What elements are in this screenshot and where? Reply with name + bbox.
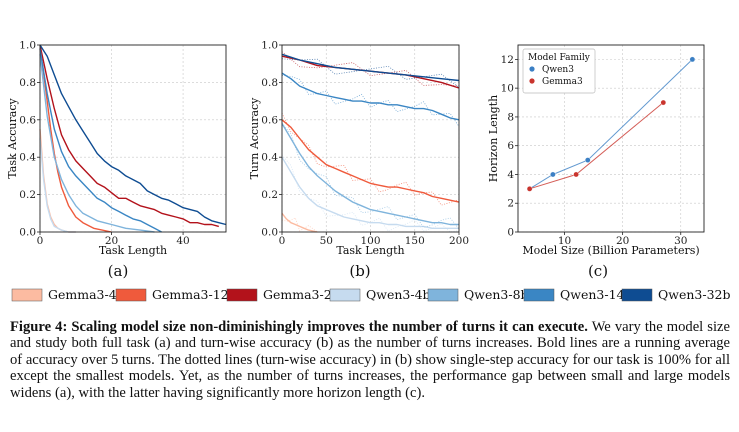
y-axis-label: Horizon Length (487, 95, 500, 182)
x-tick-label: 0 (37, 235, 44, 247)
series-line-Gemma3-12b (39, 48, 112, 233)
series-line-Qwen3-8b (39, 54, 155, 233)
legend-label-Gemma3-4b: Gemma3-4b (48, 287, 125, 302)
x-axis-label: Model Size (Billion Parameters) (522, 244, 699, 257)
x-tick-label: 20 (105, 235, 118, 247)
model-legend: Gemma3-4b Gemma3-12b Gemma3-27b Qwen3-4b Qwe… (11, 287, 730, 302)
y-tick-label: 12 (501, 54, 514, 66)
x-tick-label: 20 (616, 235, 629, 247)
x-tick-label: 150 (405, 235, 425, 247)
y-tick-label: 4 (507, 169, 514, 181)
legend-swatch-Qwen3-4b (329, 288, 361, 302)
legend-label-Qwen3-14b: Qwen3-14b (560, 287, 632, 302)
legend-swatch-Gemma3-27b (226, 288, 258, 302)
x-tick-label: 10 (558, 235, 571, 247)
scatter-legend-label: Gemma3 (542, 77, 583, 87)
y-tick-label: 1.0 (261, 40, 278, 52)
legend-swatch-Qwen3-32b (621, 288, 653, 302)
series-line-Qwen3-14b (39, 48, 162, 233)
x-tick-label: 40 (176, 235, 189, 247)
panel-label: (a) (108, 262, 129, 280)
legend-label-Gemma3-12b: Gemma3-12b (152, 287, 237, 302)
data-point-Gemma3 (573, 171, 579, 178)
x-tick-label: 0 (279, 235, 286, 247)
legend-swatch-Qwen3-8b (427, 288, 459, 302)
data-point-Gemma3 (660, 99, 667, 106)
x-tick-label: 100 (360, 235, 380, 247)
series-line-Gemma3-4b (281, 212, 318, 233)
panel-a-task-accuracy: 0 20 40 0.0 0.2 0.4 0.6 0.8 1.0 Task Length Task A… (6, 40, 227, 280)
y-tick-label: 2 (507, 198, 514, 210)
y-tick-label: 1.0 (19, 40, 36, 52)
y-tick-label: 0.4 (19, 152, 36, 164)
y-tick-label: 0 (507, 227, 514, 239)
x-tick-label: 50 (320, 235, 333, 247)
caption-body: We vary the model size and study both fu… (10, 319, 730, 401)
x-axis-label: Task Length (99, 244, 167, 257)
panel-c-horizon-length: 10 20 30 0 2 4 6 8 10 12 Model Size (Billion Param… (487, 44, 705, 280)
y-tick-label: 6 (507, 140, 514, 152)
series-line-Qwen3-4b (281, 156, 459, 230)
panel-label: (c) (588, 262, 608, 280)
panel-label: (b) (349, 262, 370, 280)
series-dotted-Gemma3-12b (281, 112, 460, 206)
scatter-legend: Model Family Qwen3 Gemma3 (522, 48, 596, 94)
scatter-legend-label: Qwen3 (542, 65, 574, 75)
y-tick-label: 0.0 (19, 227, 36, 239)
data-point-Gemma3 (526, 186, 533, 192)
scatter-legend-box (522, 48, 596, 94)
legend-swatch-Gemma3-12b (115, 288, 147, 302)
legend-swatch-Gemma3-4b (11, 288, 43, 302)
series-dotted-Gemma3-27b (281, 51, 460, 87)
series-dotted-Qwen3-8b (281, 123, 460, 230)
scatter-legend-title: Model Family (528, 53, 591, 63)
y-tick-label: 0.6 (19, 114, 36, 126)
y-axis-label: Turn Accuracy (248, 97, 261, 180)
x-tick-label: 200 (449, 235, 469, 247)
y-tick-label: 0.4 (261, 152, 278, 164)
series-line-Qwen3-4b (39, 138, 76, 233)
caption-title: Figure 4: Scaling model size non-diminis… (10, 319, 588, 335)
axes-frame (39, 44, 227, 233)
x-tick-label: 30 (674, 235, 687, 247)
y-tick-label: 0.8 (261, 77, 278, 89)
series-line-Gemma3-4b (39, 129, 76, 233)
legend-label-Qwen3-4b: Qwen3-4b (366, 287, 431, 302)
series-line-Qwen3-32b (39, 44, 227, 226)
data-point-Qwen3 (584, 157, 591, 163)
y-tick-label: 0.2 (261, 189, 278, 201)
series-line-Qwen3-8b (281, 123, 459, 226)
series-line-Qwen3-32b (281, 53, 460, 82)
legend-label-Qwen3-32b: Qwen3-32b (658, 287, 730, 302)
y-tick-label: 8 (507, 111, 514, 123)
data-point-Qwen3 (550, 171, 556, 178)
y-tick-label: 10 (501, 83, 514, 95)
y-axis-label: Task Accuracy (6, 98, 19, 179)
scatter-legend-marker-Gemma3 (529, 78, 535, 84)
y-tick-label: 0.6 (261, 114, 278, 126)
series-dotted-Qwen3-4b (281, 154, 460, 233)
legend-label-Qwen3-8b: Qwen3-8b (464, 287, 529, 302)
series-line-Qwen3 (529, 59, 693, 190)
axes-frame (517, 44, 705, 233)
figure-caption: Figure 4: Scaling model size non-diminis… (10, 319, 730, 401)
series-line-Gemma3-27b (281, 55, 460, 89)
panel-b-turn-accuracy: 0 50 100 150 200 0.0 0.2 0.4 0.6 0.8 1.0 Task Lengt… (248, 40, 469, 281)
x-axis-label: Task Length (336, 244, 404, 257)
scatter-legend-marker-Qwen3 (529, 66, 535, 72)
series-line-Gemma3-27b (39, 44, 219, 228)
y-tick-label: 0.2 (19, 189, 36, 201)
data-point-Qwen3 (689, 56, 696, 63)
y-tick-label: 0.8 (19, 77, 36, 89)
series-dotted-Qwen3-32b (281, 58, 460, 88)
series-line-Qwen3-14b (281, 72, 460, 121)
legend-swatch-Qwen3-14b (523, 288, 555, 302)
legend-label-Gemma3-27b: Gemma3-27b (263, 287, 348, 302)
series-line-Gemma3-12b (281, 119, 460, 203)
series-dotted-Gemma3-4b (281, 217, 318, 233)
y-tick-label: 0.0 (261, 227, 278, 239)
